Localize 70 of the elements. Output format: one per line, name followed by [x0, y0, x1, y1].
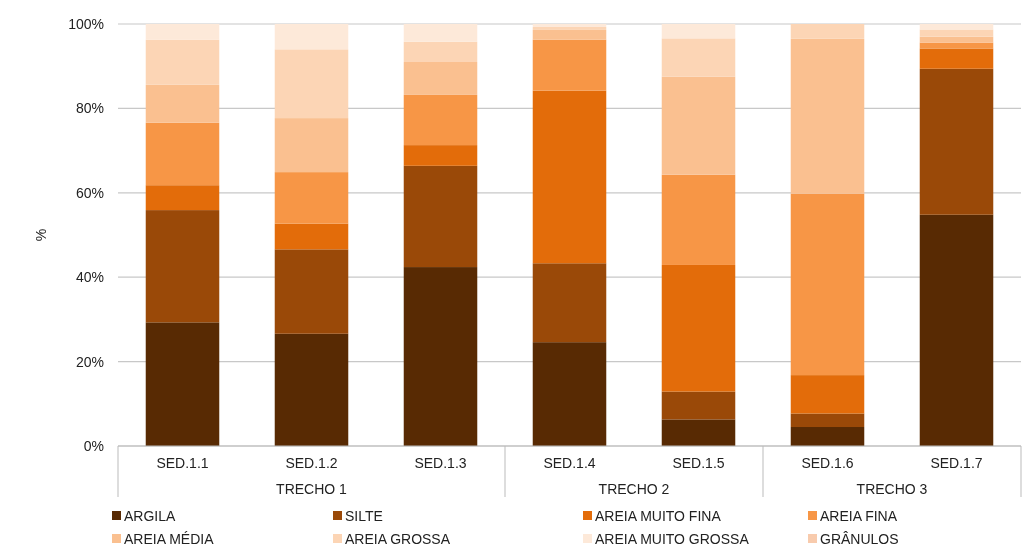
legend-label: AREIA MUITO FINA — [595, 507, 722, 524]
y-tick-label: 0% — [83, 437, 104, 454]
y-axis-title: % — [33, 228, 49, 242]
bar — [661, 264, 736, 392]
x-tick-label: SED.1.3 — [414, 455, 467, 471]
bar — [919, 29, 994, 37]
bar — [274, 249, 349, 334]
y-tick-label: 60% — [75, 184, 104, 201]
bar — [403, 145, 478, 166]
bar — [661, 174, 736, 265]
legend-label: ARGILA — [124, 507, 177, 524]
legend-label: AREIA MUITO GROSSA — [595, 530, 750, 547]
x-tick-label: SED.1.1 — [156, 455, 209, 471]
bar — [790, 24, 865, 39]
y-tick-label: 40% — [75, 269, 104, 286]
bar — [919, 36, 994, 43]
bar — [145, 39, 220, 85]
bar — [919, 68, 994, 215]
bar — [145, 84, 220, 123]
bar — [403, 165, 478, 268]
bar — [532, 263, 607, 343]
bar — [790, 38, 865, 194]
bar — [919, 24, 994, 30]
bar — [532, 39, 607, 91]
legend-label: GRÂNULOS — [820, 530, 899, 547]
y-tick-label: 100% — [68, 15, 104, 32]
bar — [661, 76, 736, 175]
legend-label: AREIA FINA — [820, 507, 898, 524]
bar — [661, 419, 736, 446]
bar — [661, 38, 736, 77]
bar — [145, 122, 220, 186]
bar — [274, 172, 349, 224]
bar — [403, 24, 478, 42]
y-tick-label: 20% — [75, 353, 104, 370]
x-tick-label: SED.1.5 — [672, 455, 725, 471]
y-tick-label: 80% — [75, 100, 104, 117]
bar — [145, 322, 220, 446]
bar — [274, 49, 349, 119]
bar — [532, 29, 607, 40]
bar — [274, 333, 349, 446]
bar — [403, 41, 478, 62]
bar — [790, 375, 865, 414]
bar — [919, 214, 994, 446]
bar — [790, 427, 865, 446]
bar — [532, 90, 607, 264]
x-tick-label: SED.1.4 — [543, 455, 596, 471]
bar — [274, 24, 349, 50]
bar — [403, 267, 478, 446]
bar — [274, 223, 349, 250]
bar — [403, 94, 478, 146]
legend-label: AREIA GROSSA — [345, 530, 451, 547]
bar — [661, 24, 736, 39]
bar — [919, 48, 994, 69]
bar — [661, 391, 736, 420]
bar — [403, 61, 478, 95]
bar — [532, 342, 607, 446]
text: TRECHO 3 — [856, 481, 928, 497]
text: TRECHO 1 — [276, 481, 348, 497]
x-tick-label: SED.1.7 — [930, 455, 983, 471]
bar — [274, 118, 349, 173]
x-tick-label: SED.1.2 — [285, 455, 338, 471]
text: TRECHO 2 — [598, 481, 670, 497]
x-tick-label: SED.1.6 — [801, 455, 854, 471]
bar — [790, 193, 865, 376]
bar — [145, 185, 220, 211]
legend-label: SILTE — [345, 507, 383, 524]
bar — [790, 413, 865, 428]
bar — [145, 210, 220, 323]
legend-label: AREIA MÉDIA — [124, 530, 215, 547]
bar — [145, 24, 220, 40]
